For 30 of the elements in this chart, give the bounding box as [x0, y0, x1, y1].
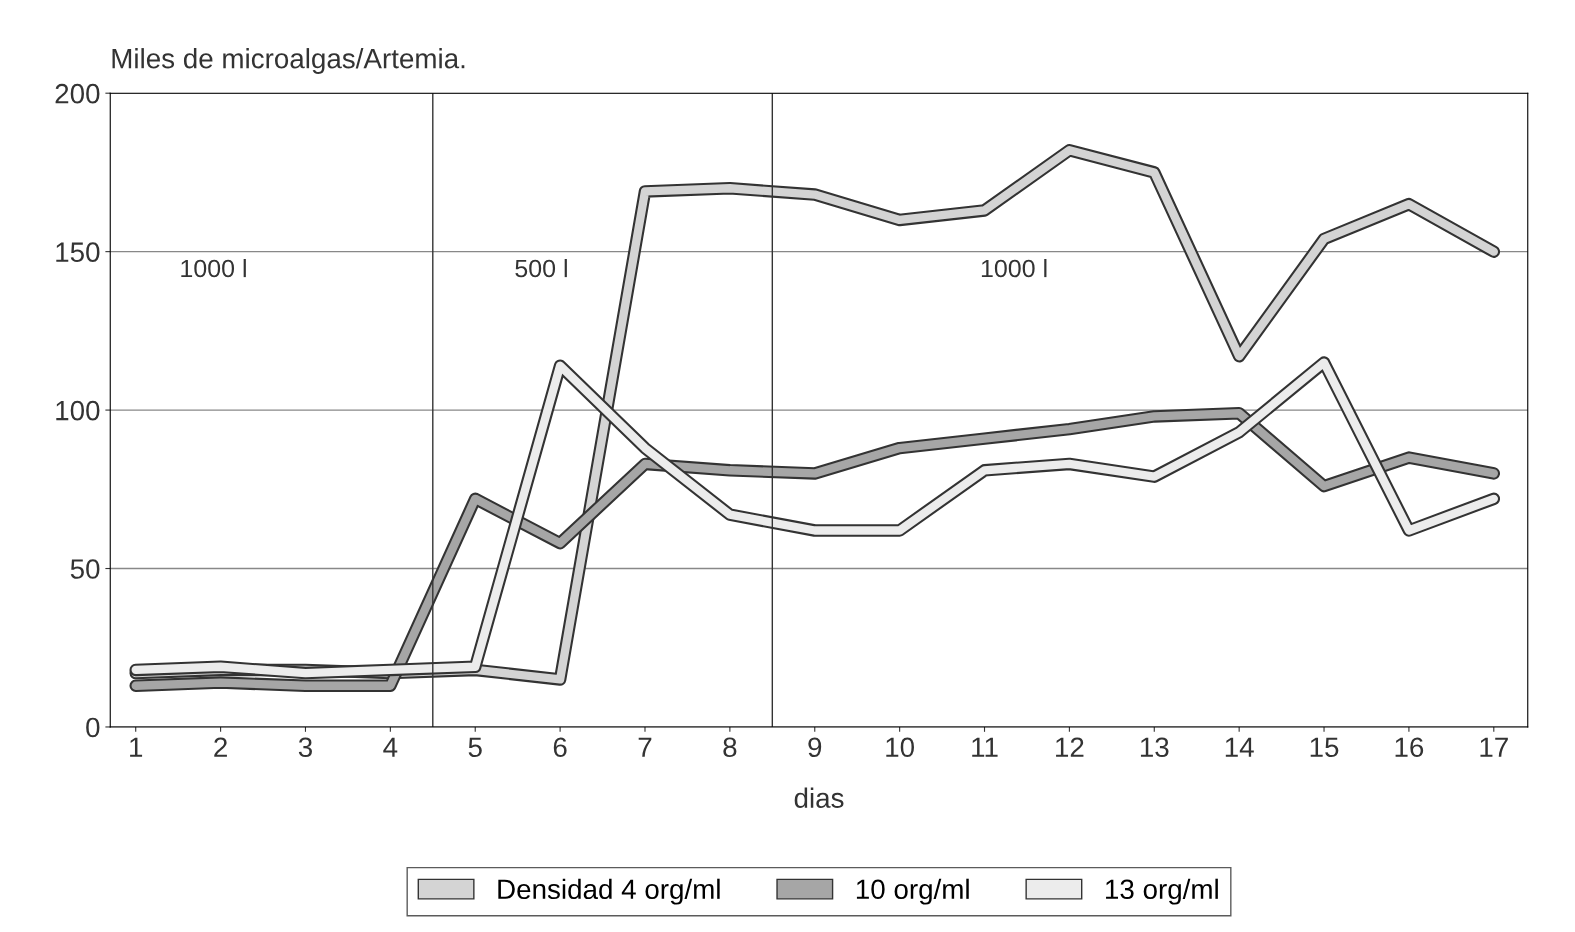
x-tick-label: 7: [638, 737, 652, 757]
x-tick-label: 16: [1395, 737, 1424, 758]
x-tick-label: 5: [468, 737, 482, 758]
x-tick-label: 4: [383, 737, 398, 757]
x-tick-label: 11: [972, 737, 998, 757]
x-tick-label: 3: [298, 737, 312, 758]
x-tick-label: 1: [130, 737, 143, 757]
x-tick-label: 2: [214, 737, 227, 757]
y-tick-label: 200: [55, 83, 100, 104]
x-tick-label: 9: [808, 737, 822, 758]
x-tick-label: 8: [723, 737, 737, 758]
y-tick-label: 0: [86, 717, 100, 738]
annotation: 1000 l: [981, 259, 1047, 278]
x-tick-label: 6: [553, 737, 567, 758]
legend-label: Densidad 4 org/ml: [498, 878, 720, 905]
x-tick-label: 12: [1056, 737, 1084, 757]
chart-title: Miles de microalgas/Artemia.: [112, 48, 465, 74]
x-axis-title: dias: [794, 787, 844, 808]
x-tick-label: 14: [1225, 737, 1254, 757]
y-tick-label: 150: [56, 242, 100, 262]
annotation: 1000 l: [181, 259, 246, 278]
x-tick-label: 15: [1310, 737, 1339, 758]
x-tick-label: 17: [1480, 737, 1508, 757]
legend-label: 10 org/ml: [856, 878, 969, 905]
x-tick-label: 13: [1140, 737, 1169, 758]
legend-label: 13 org/ml: [1106, 878, 1218, 905]
y-tick-label: 100: [56, 400, 100, 421]
x-tick-label: 10: [886, 737, 914, 758]
annotation: 500 l: [515, 259, 567, 278]
y-tick-label: 50: [70, 559, 100, 579]
